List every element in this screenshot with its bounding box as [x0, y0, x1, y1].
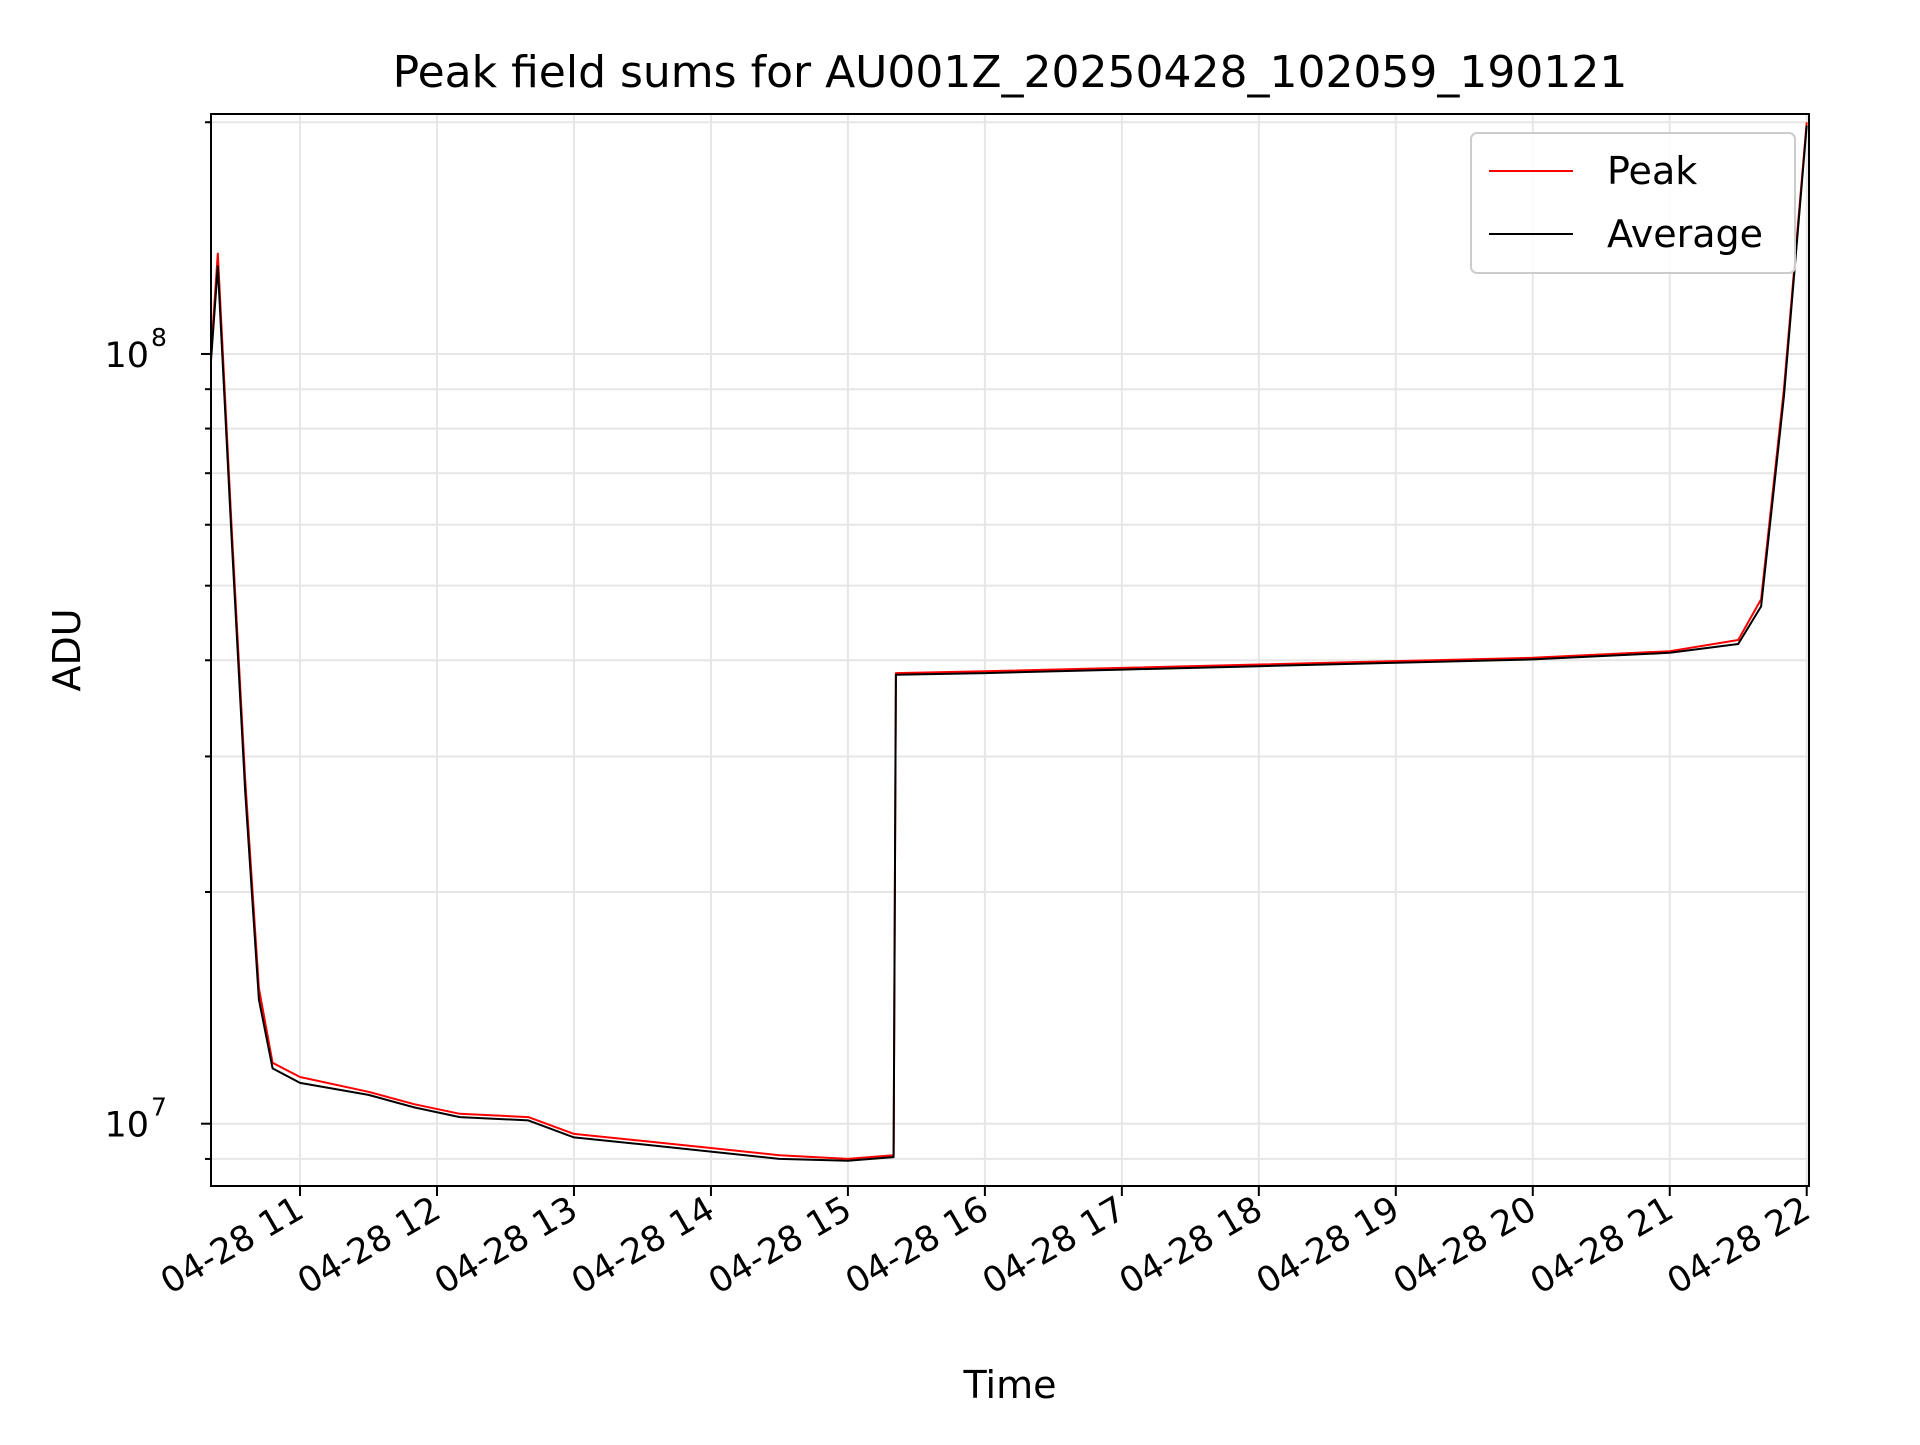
- legend-label-average: Average: [1607, 212, 1763, 256]
- grid-lines: [211, 114, 1809, 1186]
- plot-frame: [210, 113, 1810, 1187]
- legend-label-peak: Peak: [1607, 149, 1697, 193]
- series-lines: [210, 122, 1808, 1162]
- series-line-average: [210, 125, 1808, 1162]
- y-tick-label: 10: [104, 336, 149, 376]
- y-tick-exponent: 8: [151, 323, 167, 352]
- y-tick-exponent: 7: [151, 1093, 167, 1122]
- chart-title: Peak field sums for AU001Z_20250428_1020…: [393, 47, 1628, 98]
- y-tick-label: 10: [104, 1106, 149, 1146]
- legend-box: [1470, 132, 1796, 274]
- x-axis-label: Time: [963, 1363, 1057, 1407]
- series-line-peak: [210, 122, 1808, 1160]
- y-axis-label: ADU: [45, 608, 89, 691]
- legend: Peak Average: [1470, 132, 1796, 274]
